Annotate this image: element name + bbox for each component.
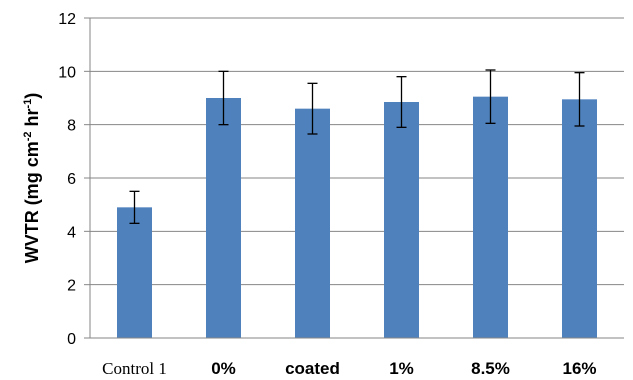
y-tick-label: 8: [67, 118, 76, 135]
y-axis-label: WVTR (mg cm-2 hr-1): [22, 93, 42, 264]
y-tick-label: 4: [67, 224, 76, 241]
bar: [295, 108, 330, 339]
y-tick-label: 0: [67, 331, 76, 348]
bars: [117, 96, 597, 339]
y-tick-label: 10: [58, 64, 76, 81]
bar: [206, 98, 241, 338]
bar: [384, 102, 419, 338]
bar: [562, 99, 597, 338]
bar: [473, 96, 508, 339]
error-bar: [307, 82, 318, 135]
y-tick-label: 2: [67, 278, 76, 295]
error-bar: [485, 69, 496, 124]
y-tick-label: 6: [67, 171, 76, 188]
x-tick-labels: Control 1 0% coated 1% 8.5% 16%: [102, 359, 596, 378]
x-tick-label: 8.5%: [471, 359, 510, 378]
y-tick-labels: 0 2 4 6 8 10 12: [58, 11, 76, 348]
x-tick-label: 1%: [389, 359, 414, 378]
bar: [117, 207, 152, 338]
x-tick-label: Control 1: [102, 359, 167, 378]
y-tick-label: 12: [58, 11, 76, 28]
error-bar: [218, 70, 229, 126]
error-bar: [129, 190, 140, 224]
x-tick-label: 16%: [562, 359, 596, 378]
error-bars: [129, 69, 585, 224]
gridlines: [84, 17, 624, 339]
x-tick-label: coated: [285, 359, 340, 378]
error-bar: [574, 72, 585, 127]
x-tick-label: 0%: [211, 359, 236, 378]
error-bar: [396, 76, 407, 128]
